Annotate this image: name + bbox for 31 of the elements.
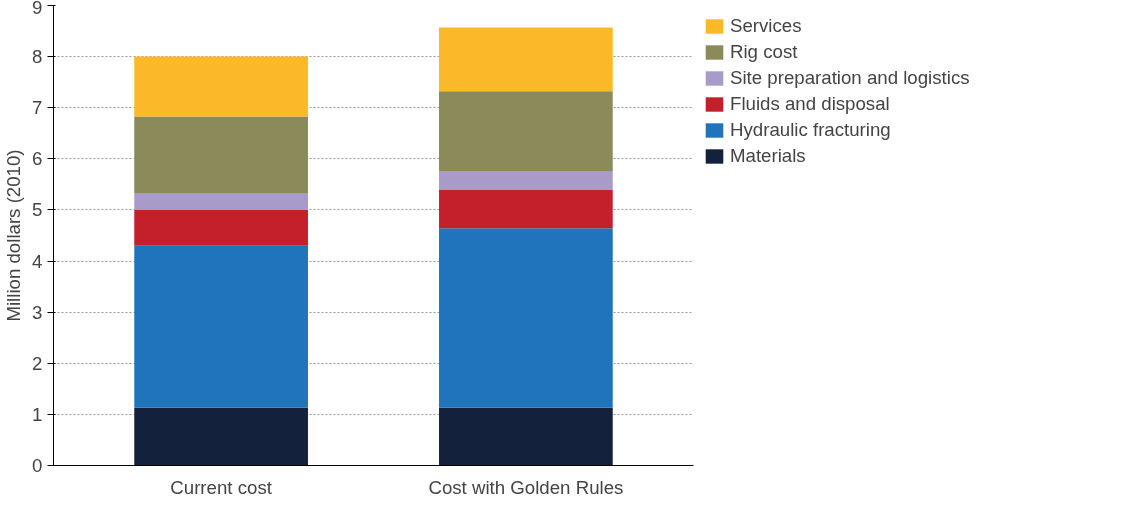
y-tick-label: 2 xyxy=(32,352,43,374)
y-tick-label: 0 xyxy=(32,455,43,476)
x-tick-label: Cost with Golden Rules xyxy=(428,476,624,498)
bar xyxy=(439,407,613,466)
y-tick-label: 5 xyxy=(32,199,43,221)
y-axis-title: Million dollars (2010) xyxy=(3,149,25,322)
legend-label: Services xyxy=(730,15,802,37)
y-tick-label: 8 xyxy=(32,46,43,68)
bar xyxy=(439,190,613,229)
bar xyxy=(439,171,613,191)
bar xyxy=(439,91,613,172)
y-tick-label: 4 xyxy=(32,250,43,272)
bar xyxy=(134,56,308,117)
y-tick-label: 9 xyxy=(32,0,43,18)
y-tick-label: 1 xyxy=(32,403,43,425)
bar xyxy=(134,245,308,408)
bar xyxy=(134,116,308,194)
y-tick-label: 3 xyxy=(32,301,43,323)
bar xyxy=(134,193,308,210)
y-tick-label: 6 xyxy=(32,148,43,170)
x-tick-label: Current cost xyxy=(170,476,273,498)
legend-label: Site preparation and logistics xyxy=(730,67,970,89)
legend-label: Materials xyxy=(730,145,806,167)
legend-label: Hydraulic fracturing xyxy=(730,119,891,141)
bar xyxy=(134,407,308,466)
bar xyxy=(439,27,613,92)
legend-label: Fluids and disposal xyxy=(730,93,890,115)
y-tick-label: 7 xyxy=(32,97,43,119)
bar xyxy=(439,228,613,408)
bar xyxy=(134,209,308,246)
legend-label: Rig cost xyxy=(730,41,798,63)
